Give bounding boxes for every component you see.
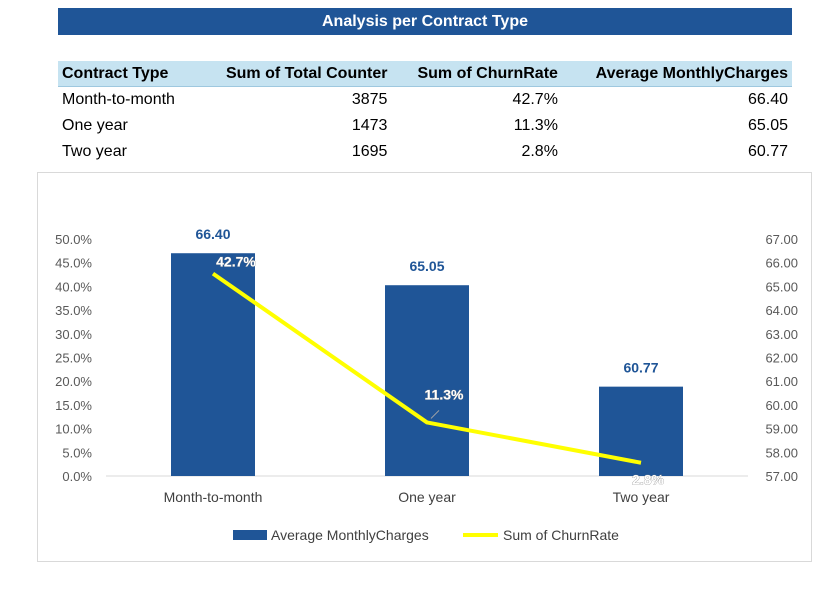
right-axis-tick-label: 64.00	[765, 303, 798, 318]
right-axis-tick-label: 61.00	[765, 374, 798, 389]
cell-monthly-charges: 65.05	[747, 117, 788, 134]
left-axis-tick-label: 10.0%	[55, 422, 92, 437]
left-axis-tick-label: 45.0%	[55, 256, 92, 271]
bar-data-label: 66.40	[195, 226, 230, 242]
cell-contract-type: One year	[62, 117, 128, 134]
table-row: Two year 1695 2.8% 60.77	[58, 139, 792, 165]
x-axis-category-label: One year	[398, 489, 456, 505]
left-axis-tick-label: 40.0%	[55, 279, 92, 294]
left-axis-tick-label: 20.0%	[55, 374, 92, 389]
right-axis-tick-label: 58.00	[765, 445, 798, 460]
chart-canvas: 0.0% 5.0% 10.0% 15.0% 20.0% 25.0% 30.0% 35.0% 40…	[55, 226, 798, 543]
right-axis-tick-label: 65.00	[765, 279, 798, 294]
bar	[171, 253, 255, 476]
combo-chart: 0.0% 5.0% 10.0% 15.0% 20.0% 25.0% 30.0% 35.0% 40…	[37, 172, 812, 562]
cell-contract-type: Month-to-month	[62, 91, 175, 108]
right-axis-tick-label: 66.00	[765, 256, 798, 271]
left-axis-tick-label: 5.0%	[62, 445, 92, 460]
legend-bar-label: Average MonthlyCharges	[271, 527, 429, 543]
churn-rate-line	[211, 271, 642, 465]
bar-data-label: 65.05	[409, 258, 444, 274]
column-header-contract-type: Contract Type	[58, 61, 197, 87]
x-axis-category-label: Two year	[613, 489, 670, 505]
report-title: Analysis per Contract Type	[58, 8, 792, 35]
cell-monthly-charges: 66.40	[747, 91, 788, 108]
leader-line	[430, 410, 440, 419]
cell-churn-rate: 2.8%	[521, 143, 558, 160]
cell-churn-rate: 11.3%	[513, 117, 558, 134]
right-axis-tick-label: 60.00	[765, 398, 798, 413]
table-header-row: Contract Type Sum of Total Counter Sum o…	[58, 61, 792, 87]
right-axis-tick-label: 59.00	[765, 422, 798, 437]
left-axis-tick-label: 15.0%	[55, 398, 92, 413]
x-axis-category-label: Month-to-month	[164, 489, 263, 505]
cell-total-counter: 3875	[351, 91, 388, 108]
left-axis-tick-label: 50.0%	[55, 232, 92, 247]
cell-total-counter: 1695	[351, 143, 388, 160]
cell-monthly-charges: 60.77	[747, 143, 788, 160]
right-axis-tick-label: 63.00	[765, 327, 798, 342]
bar-data-label: 60.77	[623, 360, 658, 376]
left-axis-tick-label: 30.0%	[55, 327, 92, 342]
legend-line-label: Sum of ChurnRate	[503, 527, 619, 543]
line-data-label: 42.7%	[216, 254, 256, 270]
cell-churn-rate: 42.7%	[512, 91, 558, 108]
cell-total-counter: 1473	[351, 117, 388, 134]
line-data-label: 2.8%	[632, 472, 664, 488]
table-row: Month-to-month 3875 42.7% 66.40	[58, 87, 792, 114]
right-axis-tick-label: 62.00	[765, 351, 798, 366]
bar	[385, 285, 469, 476]
table-row: One year 1473 11.3% 65.05	[58, 113, 792, 139]
left-axis-tick-label: 25.0%	[55, 351, 92, 366]
line-data-label: 11.3%	[425, 386, 464, 402]
cell-contract-type: Two year	[62, 143, 127, 160]
left-axis-tick-label: 0.0%	[62, 469, 92, 484]
column-header-monthly-charges: Average MonthlyCharges	[561, 61, 792, 87]
right-axis-tick-label: 57.00	[765, 469, 798, 484]
left-axis-tick-label: 35.0%	[55, 303, 92, 318]
contract-summary-table: Contract Type Sum of Total Counter Sum o…	[58, 61, 792, 165]
column-header-total-counter: Sum of Total Counter	[196, 61, 392, 87]
column-header-churn-rate: Sum of ChurnRate	[391, 61, 562, 87]
right-axis-tick-label: 67.00	[765, 232, 798, 247]
legend-bar-swatch	[233, 530, 267, 540]
